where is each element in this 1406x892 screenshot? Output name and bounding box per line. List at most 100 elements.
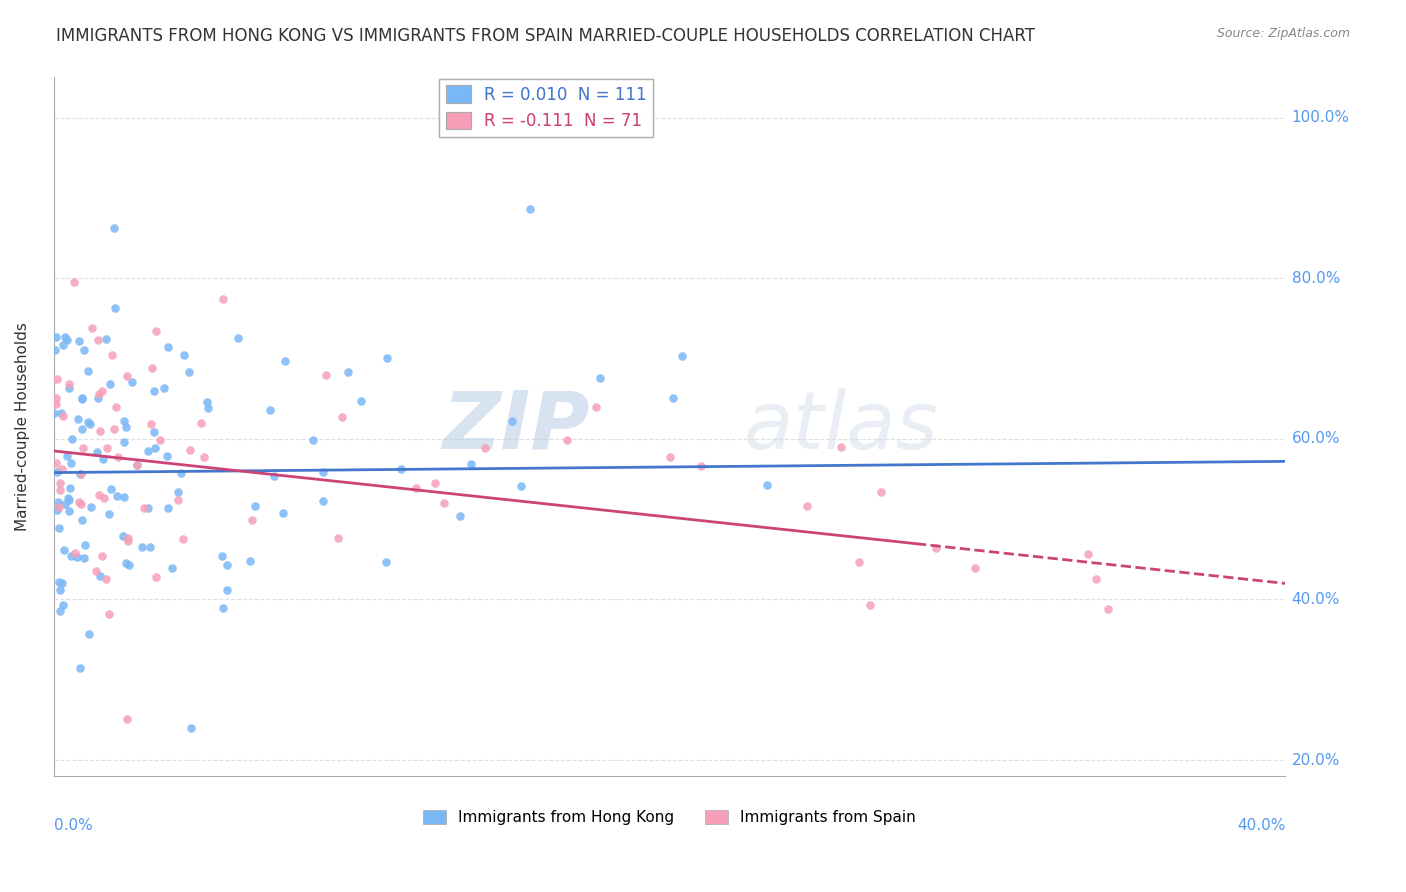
Point [45,397,67,411]
Point [86,564,108,578]
Point [157,500,180,515]
Point [45,330,67,344]
Point [53,330,76,344]
Point [195,394,218,409]
Point [170,467,193,481]
Point [97,607,120,621]
Point [48,604,70,618]
Point [52,598,75,612]
Point [474,442,496,456]
Point [66,412,89,426]
Point [72,513,94,527]
Text: atlas: atlas [744,388,938,466]
Point [243,499,266,513]
Point [45,372,67,386]
Point [70,422,93,436]
Point [179,442,201,457]
Point [180,722,202,736]
Point [96,441,118,455]
Point [179,365,201,379]
Point [52,338,75,352]
Point [107,450,129,464]
Point [117,534,139,549]
Point [302,433,325,447]
Point [79,417,101,432]
Point [46,465,69,479]
Point [136,443,159,458]
Point [1097,602,1119,616]
Point [98,508,121,522]
Point [105,400,128,414]
Point [98,376,121,391]
Point [350,394,373,409]
Point [134,500,156,515]
Point [519,202,541,216]
Point [82,320,104,334]
Point [139,540,162,554]
Point [100,482,122,496]
Text: IMMIGRANTS FROM HONG KONG VS IMMIGRANTS FROM SPAIN MARRIED-COUPLE HOUSEHOLDS COR: IMMIGRANTS FROM HONG KONG VS IMMIGRANTS … [56,27,1035,45]
Point [67,495,90,509]
Point [87,391,110,405]
Point [86,333,108,347]
Point [425,475,447,490]
Text: 40.0%: 40.0% [1292,592,1340,607]
Point [662,391,685,405]
Point [58,493,80,508]
Point [67,334,90,348]
Point [52,409,75,424]
Point [671,349,693,363]
Point [259,403,281,417]
Point [149,433,172,447]
Point [52,542,75,557]
Point [141,361,163,376]
Point [44,343,66,357]
Point [859,599,882,613]
Point [70,392,93,406]
Point [152,381,174,395]
Point [60,432,83,446]
Point [870,485,893,500]
Point [87,386,110,401]
Point [240,513,263,527]
Point [73,538,96,552]
Point [215,583,238,598]
Point [103,220,125,235]
Point [271,506,294,520]
Point [143,441,166,455]
Point [48,521,70,535]
Point [212,292,235,306]
Point [103,422,125,436]
Point [59,549,82,564]
Point [51,461,73,475]
Point [460,457,482,471]
Point [48,475,70,490]
Point [103,301,125,315]
Point [555,433,578,447]
Point [311,465,333,479]
Point [76,415,98,429]
Point [193,450,215,464]
Point [58,377,80,392]
Point [125,458,148,472]
Point [375,351,398,365]
Point [55,449,77,463]
Point [211,549,233,564]
Point [105,489,128,503]
Point [1084,572,1107,586]
Point [46,495,69,509]
Point [315,368,337,383]
Point [76,364,98,378]
Point [330,409,353,424]
Point [69,467,91,482]
Point [89,569,111,583]
Point [755,477,778,491]
Point [501,414,523,428]
Point [173,348,195,362]
Text: 40.0%: 40.0% [1237,818,1285,833]
Point [167,485,190,500]
Text: Source: ZipAtlas.com: Source: ZipAtlas.com [1216,27,1350,40]
Point [433,496,456,510]
Point [115,712,138,726]
Point [141,417,163,432]
